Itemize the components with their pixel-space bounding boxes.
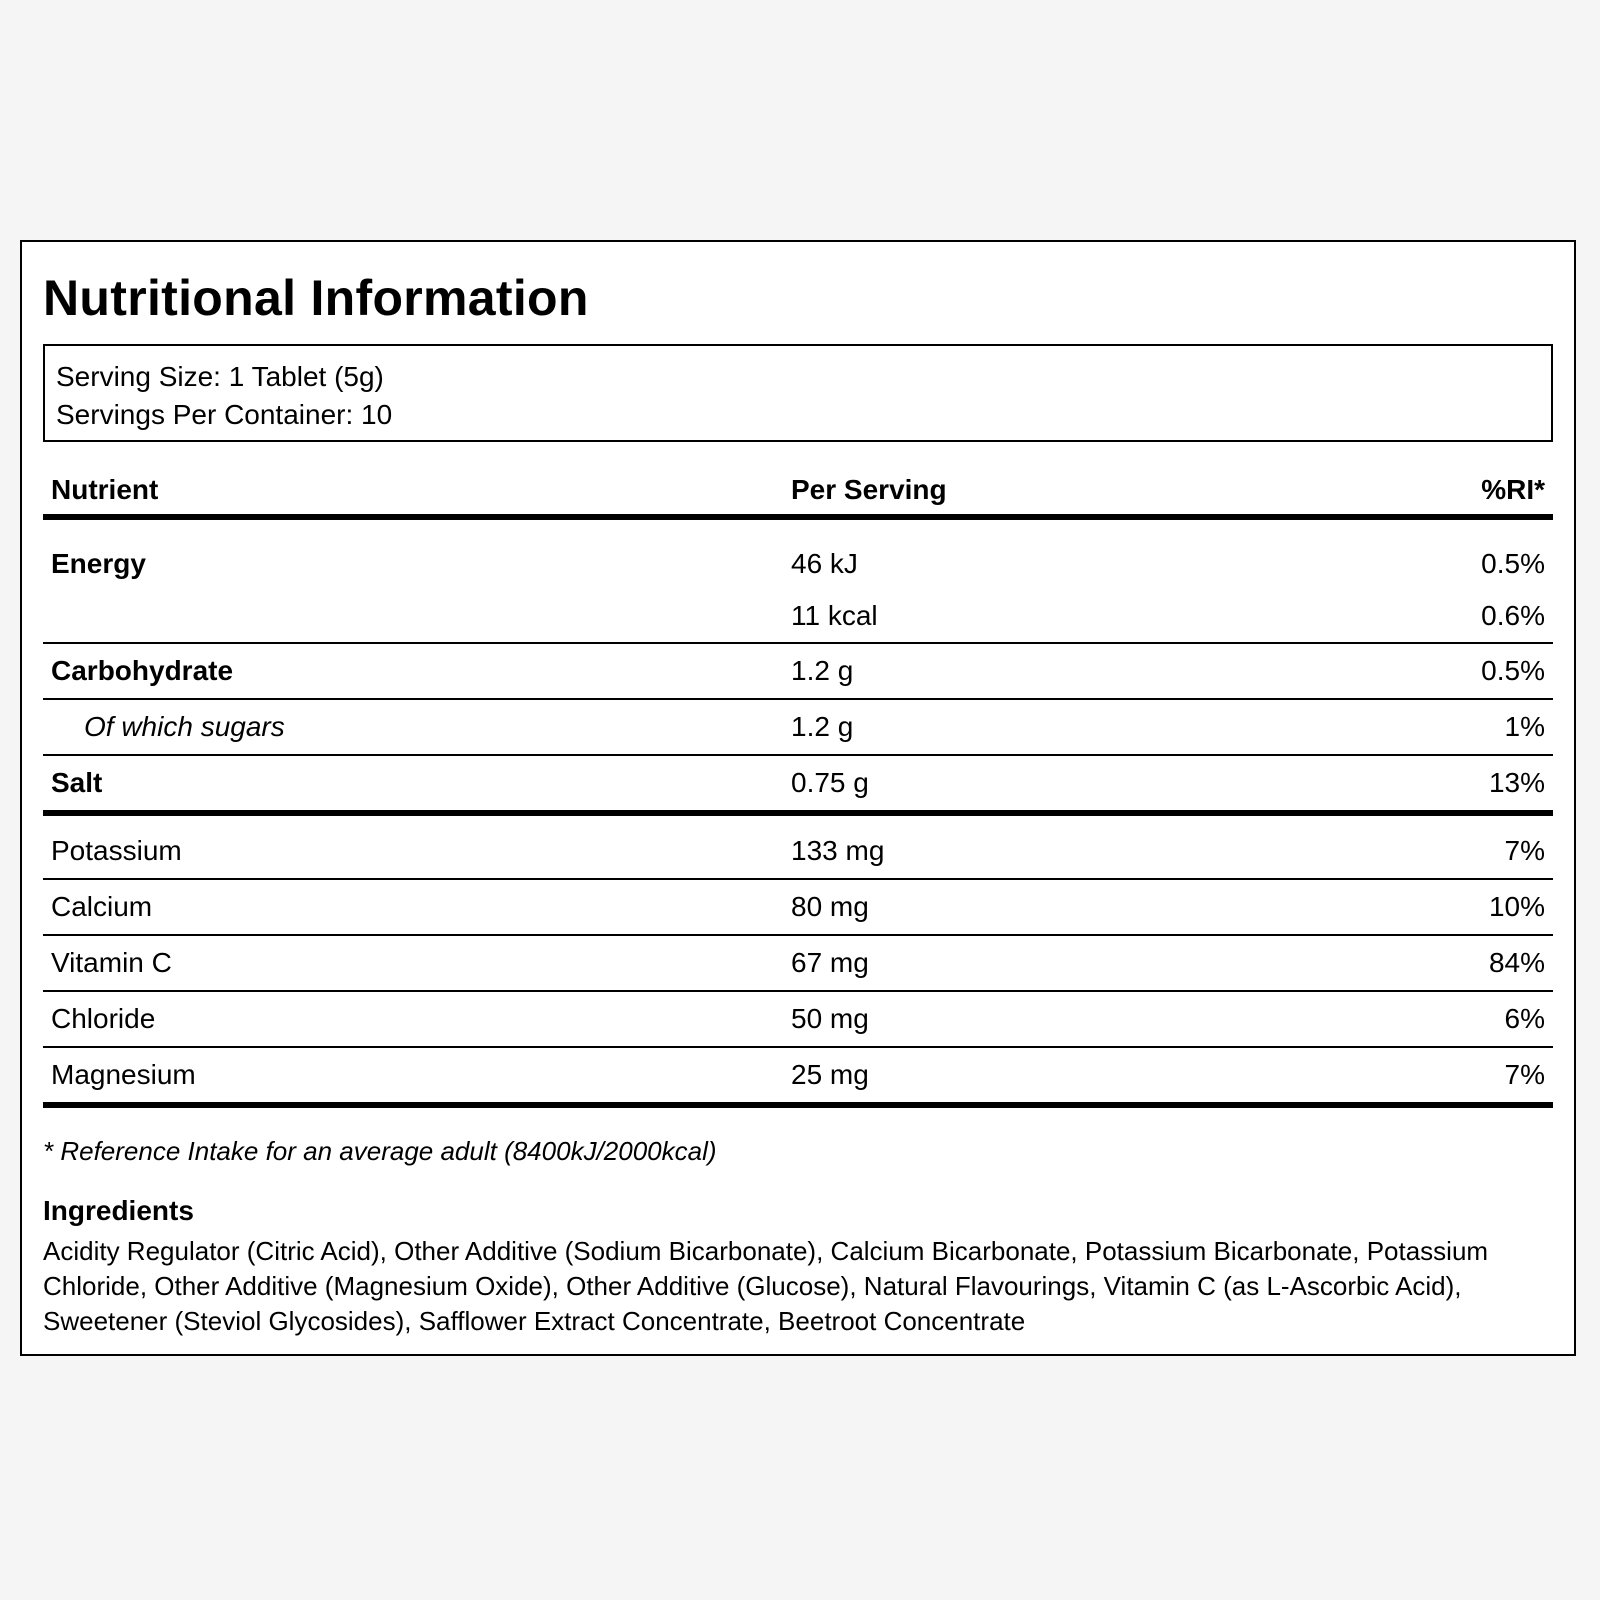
nutrient-amount: 1.2 g	[783, 643, 1337, 700]
nutrient-ri: 6%	[1337, 991, 1553, 1048]
nutrient-ri: 0.5%	[1337, 643, 1553, 700]
nutrient-ri: 7%	[1337, 824, 1553, 880]
nutrient-name: Carbohydrate	[43, 643, 783, 700]
nutrient-ri: 0.6%	[1337, 590, 1553, 644]
nutrient-name: Calcium	[43, 879, 783, 936]
table-row-energy-kj: Energy 46 kJ 0.5%	[43, 538, 1553, 590]
nutrient-ri: 84%	[1337, 935, 1553, 992]
table-row-sugars: Of which sugars 1.2 g 1%	[43, 699, 1553, 756]
nutrient-ri: 13%	[1337, 755, 1553, 816]
header-ri: %RI*	[1337, 466, 1553, 520]
header-per-serving: Per Serving	[783, 466, 1337, 520]
ingredients-heading: Ingredients	[43, 1195, 194, 1226]
servings-per-container: Servings Per Container: 10	[56, 399, 393, 430]
table-row-salt: Salt 0.75 g 13%	[43, 755, 1553, 816]
serving-info-box: Serving Size: 1 Tablet (5g) Servings Per…	[43, 344, 1553, 442]
nutrient-name: Magnesium	[43, 1047, 783, 1108]
nutrient-ri: 10%	[1337, 879, 1553, 936]
table-row-vitamin-c: Vitamin C 67 mg 84%	[43, 935, 1553, 992]
nutrient-amount: 11 kcal	[783, 590, 1337, 644]
panel-title: Nutritional Information	[43, 270, 589, 326]
nutrient-amount: 133 mg	[783, 824, 1337, 880]
table-row-potassium: Potassium 133 mg 7%	[43, 824, 1553, 880]
nutrient-amount: 80 mg	[783, 879, 1337, 936]
nutrient-name: Chloride	[43, 991, 783, 1048]
nutrient-name: Salt	[43, 755, 783, 816]
table-row-calcium: Calcium 80 mg 10%	[43, 879, 1553, 936]
nutrient-name: Potassium	[43, 824, 783, 880]
ingredients-text: Acidity Regulator (Citric Acid), Other A…	[43, 1236, 1489, 1336]
serving-size: Serving Size: 1 Tablet (5g)	[56, 361, 384, 392]
table-row-energy-kcal: 11 kcal 0.6%	[43, 590, 1553, 644]
nutrient-ri: 0.5%	[1481, 548, 1545, 579]
nutrient-amount: 1.2 g	[783, 699, 1337, 756]
header-nutrient: Nutrient	[43, 466, 783, 520]
nutrient-name: Vitamin C	[43, 935, 783, 992]
nutrition-table: Nutrient Per Serving %RI* Energy 46 kJ 0…	[43, 466, 1553, 1108]
nutrient-amount: 0.75 g	[783, 755, 1337, 816]
table-header-row: Nutrient Per Serving %RI*	[43, 466, 1553, 520]
nutrient-name: Of which sugars	[43, 699, 783, 756]
nutrient-amount: 50 mg	[783, 991, 1337, 1048]
nutrient-ri: 1%	[1337, 699, 1553, 756]
table-row-chloride: Chloride 50 mg 6%	[43, 991, 1553, 1048]
nutrient-amount: 46 kJ	[791, 548, 858, 579]
nutrient-amount: 25 mg	[783, 1047, 1337, 1108]
table-row-magnesium: Magnesium 25 mg 7%	[43, 1047, 1553, 1108]
table-row-carbohydrate: Carbohydrate 1.2 g 0.5%	[43, 643, 1553, 700]
nutrient-ri: 7%	[1337, 1047, 1553, 1108]
nutrient-name: Energy	[51, 548, 146, 579]
nutrient-amount: 67 mg	[783, 935, 1337, 992]
reference-intake-footnote: * Reference Intake for an average adult …	[43, 1136, 717, 1166]
nutrition-panel: Nutritional Information Serving Size: 1 …	[20, 240, 1576, 1356]
